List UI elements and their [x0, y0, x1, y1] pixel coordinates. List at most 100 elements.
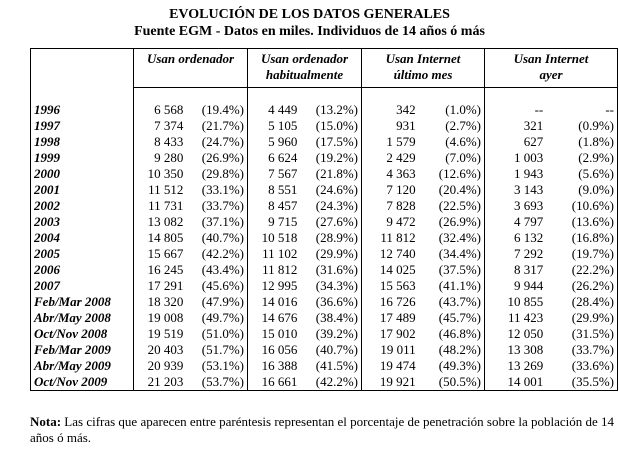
value-cell: 11 812: [380, 230, 416, 245]
value-cell: 9 715: [268, 214, 298, 229]
percent-cell: (7.0%): [418, 150, 485, 166]
data-row: Abr/May 2008 19 008 (49.7%) 14 676 (38.4%) 17…: [30, 310, 619, 326]
percent-cell: (37.1%): [186, 214, 249, 230]
value-cell: 5 960: [268, 134, 298, 149]
data-row: 2006 16 245 (43.4%) 11 812 (31.6%) 14 025 (37.…: [30, 262, 619, 278]
value-cell: 2 429: [386, 150, 416, 165]
column-header-line: ayer: [539, 67, 563, 82]
percent-cell: (41.1%): [418, 278, 485, 294]
row-label: Oct/Nov 2009: [30, 374, 134, 391]
value-cell: 4 797: [514, 214, 544, 229]
spacer-cell: [362, 88, 419, 103]
data-row: 2001 11 512 (33.1%) 8 551 (24.6%) 7 120 (20.4%…: [30, 182, 619, 198]
value-cell: 10 855: [507, 294, 544, 309]
row-label: Feb/Mar 2008: [30, 294, 134, 310]
note-label: Nota:: [30, 414, 62, 429]
row-label: 2005: [30, 246, 134, 262]
value-cell: 16 726: [379, 294, 416, 309]
value-cell: 4 449: [268, 102, 298, 117]
row-label: Abr/May 2008: [30, 310, 134, 326]
value-cell: 12 050: [507, 326, 544, 341]
data-row: 1999 9 280 (26.9%) 6 624 (19.2%) 2 429 (7.0%) 1…: [30, 150, 619, 166]
percent-cell: (24.3%): [300, 198, 363, 214]
value-cell: 11 812: [262, 262, 298, 277]
percent-cell: (46.8%): [418, 326, 485, 342]
spacer-cell: [300, 87, 363, 102]
percent-cell: (53.7%): [186, 374, 249, 391]
note: Nota: Las cifras que aparecen entre paré…: [30, 414, 614, 446]
column-header-line: Usan Internet: [513, 51, 589, 66]
row-label: Oct/Nov 2008: [30, 326, 134, 342]
subtitle: Fuente EGM - Datos en miles. Individuos …: [134, 24, 485, 39]
value-cell: 321: [523, 118, 544, 133]
percent-cell: (41.5%): [300, 358, 363, 374]
value-cell: 7 828: [386, 198, 416, 213]
percent-cell: (40.7%): [186, 230, 249, 246]
value-cell: 12 995: [261, 278, 298, 293]
value-cell: 20 403: [147, 342, 184, 357]
column-header: Usan ordenador: [133, 48, 248, 88]
percent-cell: (5.6%): [546, 166, 619, 182]
percent-cell: (10.6%): [546, 198, 619, 214]
value-cell: 16 056: [261, 342, 298, 357]
value-cell: 3 143: [514, 182, 544, 197]
value-cell: 11 423: [507, 310, 544, 325]
value-cell: 8 551: [268, 182, 298, 197]
value-cell: 8 457: [268, 198, 298, 213]
value-cell: 9 280: [154, 150, 184, 165]
value-cell: 6 568: [154, 102, 184, 117]
row-label: 2006: [30, 262, 134, 278]
percent-cell: --: [546, 102, 619, 118]
value-cell: 18 320: [147, 294, 184, 309]
value-cell: 1 003: [514, 150, 544, 165]
row-label: 2004: [30, 230, 134, 246]
value-cell: 11 731: [148, 198, 184, 213]
data-row: 2005 15 667 (42.2%) 11 102 (29.9%) 12 740 (34.…: [30, 246, 619, 262]
value-cell: 6 624: [268, 150, 298, 165]
data-row: 2004 14 805 (40.7%) 10 518 (28.9%) 11 812 (32.…: [30, 230, 619, 246]
data-table: Usan ordenador Usan ordenador habitualment…: [30, 48, 619, 391]
percent-cell: (1.0%): [418, 102, 485, 118]
percent-cell: (24.7%): [186, 134, 249, 150]
percent-cell: (31.6%): [300, 262, 363, 278]
value-cell: 8 317: [514, 262, 544, 277]
percent-cell: (1.8%): [546, 134, 619, 150]
value-cell: 1 579: [386, 134, 416, 149]
value-cell: 9 944: [514, 278, 544, 293]
row-label: 2003: [30, 214, 134, 230]
row-label: 1997: [30, 118, 134, 134]
percent-cell: (26.9%): [418, 214, 485, 230]
percent-cell: (33.7%): [546, 342, 619, 358]
percent-cell: (9.0%): [546, 182, 619, 198]
percent-cell: (22.5%): [418, 198, 485, 214]
value-cell: 19 519: [147, 326, 184, 341]
percent-cell: (20.4%): [418, 182, 485, 198]
percent-cell: (31.5%): [546, 326, 619, 342]
data-row: Feb/Mar 2009 20 403 (51.7%) 16 056 (40.7%) 19…: [30, 342, 619, 358]
value-cell: 16 661: [261, 374, 298, 389]
value-cell: 21 203: [147, 374, 184, 389]
percent-cell: (45.6%): [186, 278, 249, 294]
header-row: Usan ordenador Usan ordenador habitualment…: [30, 48, 618, 88]
percent-cell: (32.4%): [418, 230, 485, 246]
row-label: 2001: [30, 182, 134, 198]
value-cell: 19 011: [380, 342, 416, 357]
column-header-line: Usan ordenador: [146, 51, 235, 66]
column-header-line: último mes: [393, 67, 453, 82]
percent-cell: (35.5%): [546, 374, 619, 391]
value-cell: 15 563: [379, 278, 416, 293]
spacer-row: [30, 87, 619, 103]
percent-cell: (13.6%): [546, 214, 619, 230]
percent-cell: (38.4%): [300, 310, 363, 326]
row-label: 2002: [30, 198, 134, 214]
column-header-line: Usan ordenador: [260, 51, 349, 66]
percent-cell: (17.5%): [300, 134, 363, 150]
row-label: 1999: [30, 150, 134, 166]
percent-cell: (33.7%): [186, 198, 249, 214]
row-label: 2000: [30, 166, 134, 182]
percent-cell: (21.8%): [300, 166, 363, 182]
percent-cell: (47.9%): [186, 294, 249, 310]
percent-cell: (53.1%): [186, 358, 249, 374]
value-cell: 12 740: [379, 246, 416, 261]
data-row: Abr/May 2009 20 939 (53.1%) 16 388 (41.5%) 19…: [30, 358, 619, 374]
